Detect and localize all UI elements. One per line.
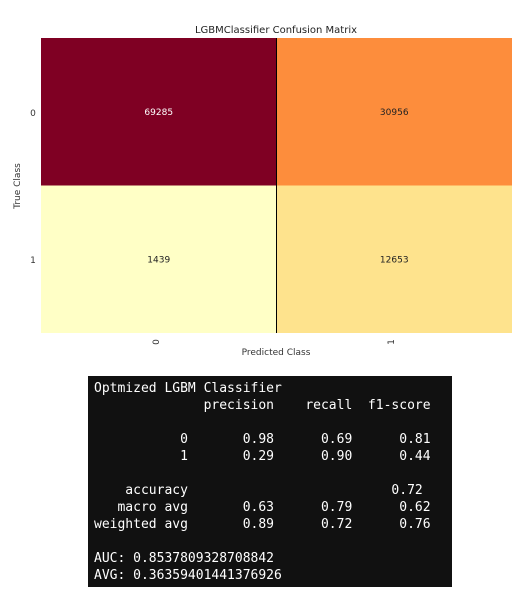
- report-line: accuracy 0.72: [94, 483, 423, 498]
- report-line: 1 0.29 0.90 0.44: [94, 449, 431, 464]
- report-line: 0 0.98 0.69 0.81: [94, 432, 431, 447]
- report-line: [94, 414, 452, 431]
- classification-report: Optmized LGBM Classifier precision recal…: [88, 376, 452, 587]
- cell-value-label-0-1: 30956: [380, 108, 409, 118]
- x-tick-label-1: 1: [387, 339, 397, 345]
- cell-value-label-1-0: 1439: [147, 255, 170, 265]
- report-line: weighted avg 0.89 0.72 0.76: [94, 517, 431, 532]
- y-tick-label-1: 1: [30, 256, 36, 266]
- report-line: precision recall f1-score: [94, 398, 431, 413]
- report-line: macro avg 0.63 0.79 0.62: [94, 500, 431, 515]
- heatmap-cells: 69285 30956 1439 12653: [41, 38, 512, 333]
- report-line: AVG: 0.36359401441376926: [94, 568, 282, 583]
- chart-title: LGBMClassifier Confusion Matrix: [195, 25, 357, 36]
- report-line: AUC: 0.8537809328708842: [94, 551, 275, 566]
- y-tick-label-0: 0: [30, 109, 36, 119]
- report-line: Optmized LGBM Classifier: [94, 381, 282, 396]
- confusion-matrix-chart: 69285 30956 1439 12653 LGBMClassifier Confu…: [13, 25, 512, 358]
- heatmap-cell-1-1: [276, 185, 512, 333]
- x-axis-label: Predicted Class: [242, 348, 311, 358]
- cell-value-label-0-0: 69285: [144, 108, 173, 118]
- heatmap-cell-1-0: [41, 185, 277, 333]
- report-line: [94, 533, 452, 550]
- report-line: [94, 465, 452, 482]
- y-axis-label: True Class: [13, 163, 23, 210]
- cell-value-label-1-1: 12653: [380, 255, 409, 265]
- x-tick-label-0: 0: [152, 339, 162, 345]
- heatmap-cell-0-0: [41, 38, 277, 186]
- heatmap-cell-0-1: [276, 38, 512, 186]
